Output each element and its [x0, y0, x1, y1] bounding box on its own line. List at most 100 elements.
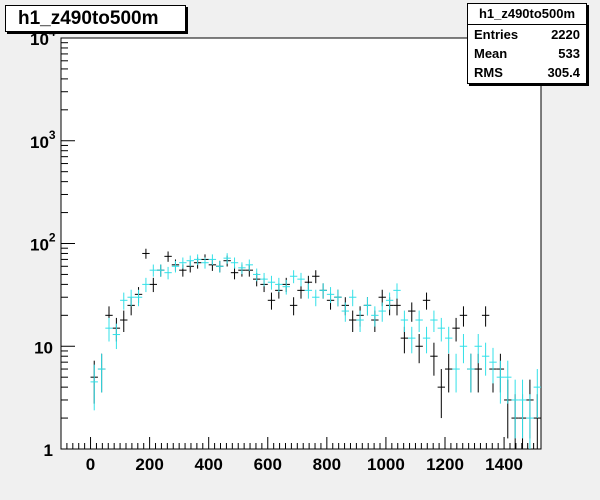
data-point: [171, 260, 180, 273]
data-point: [400, 310, 409, 333]
data-point: [430, 310, 438, 333]
data-point: [437, 317, 445, 342]
x-axis: 0 200 400 600 800 1000 1200 1400: [60, 437, 535, 474]
data-point: [437, 369, 445, 419]
data-point: [157, 264, 165, 277]
data-point: [533, 369, 541, 419]
data-point: [267, 275, 276, 290]
y-tick-label: 102: [30, 231, 56, 255]
data-point: [120, 310, 128, 333]
data-point: [408, 326, 416, 354]
data-point: [385, 292, 394, 310]
data-point: [230, 257, 239, 269]
stats-value: 2220: [551, 27, 580, 42]
data-point: [415, 310, 423, 333]
x-tick-label: 0: [86, 455, 95, 474]
data-point: [445, 353, 453, 393]
data-point: [334, 289, 342, 307]
data-point: [142, 277, 150, 293]
stats-title: h1_z490to500m: [468, 4, 586, 25]
plot-frame: [60, 37, 542, 450]
y-tick-label: 1: [44, 441, 53, 460]
data-point: [496, 360, 505, 404]
data-point: [230, 266, 239, 280]
data-point: [356, 310, 364, 333]
data-point: [474, 333, 482, 364]
data-point: [430, 342, 438, 376]
data-point: [422, 292, 431, 310]
data-point: [149, 277, 157, 293]
data-point: [134, 289, 143, 307]
data-point: [452, 317, 460, 342]
data-point: [97, 353, 106, 393]
statistics-box: h1_z490to500m Entries 2220 Mean 533 RMS …: [467, 3, 587, 84]
histogram-title-text: h1_z490to500m: [18, 7, 159, 29]
data-point: [90, 364, 98, 411]
data-point: [526, 394, 534, 449]
data-point: [112, 323, 121, 350]
data-point: [459, 333, 468, 364]
data-point: [105, 317, 113, 342]
data-point: [489, 347, 497, 384]
data-point: [223, 253, 231, 264]
data-point: [186, 255, 194, 267]
data-point: [481, 342, 490, 376]
data-point: [238, 262, 246, 275]
stats-label: Entries: [474, 27, 519, 42]
y-tick-label: 104: [30, 25, 56, 49]
stats-value: 305.4: [547, 65, 580, 80]
data-point: [459, 306, 468, 327]
data-point: [275, 277, 283, 293]
x-tick-label: 200: [135, 455, 163, 474]
data-point: [289, 270, 298, 284]
data-point: [422, 326, 431, 354]
x-tick-label: 800: [313, 455, 341, 474]
data-point: [415, 333, 423, 364]
data-point: [326, 287, 335, 304]
x-tick-label: 1200: [426, 455, 464, 474]
data-point: [445, 326, 453, 354]
data-point: [164, 251, 172, 262]
data-point: [201, 257, 209, 269]
data-point: [164, 266, 172, 280]
data-point: [289, 297, 298, 316]
data-point: [371, 306, 379, 327]
data-point: [349, 310, 357, 333]
data-point: [467, 353, 475, 393]
stats-row-entries: Entries 2220: [468, 25, 586, 44]
data-point: [216, 260, 224, 273]
data-point: [312, 289, 320, 307]
data-point: [304, 283, 313, 299]
data-point: [504, 360, 512, 404]
stats-value: 533: [558, 46, 580, 61]
data-point: [193, 254, 202, 266]
data-point: [120, 292, 128, 310]
data-point: [297, 272, 305, 287]
stats-row-rms: RMS 305.4: [468, 63, 586, 82]
y-tick-label: 10: [34, 338, 53, 357]
data-point: [149, 264, 157, 277]
histogram-title: h1_z490to500m: [5, 5, 186, 32]
data-point: [481, 306, 490, 327]
data-point: [208, 254, 217, 266]
x-tick-label: 600: [254, 455, 282, 474]
stats-label: Mean: [474, 46, 508, 61]
stats-row-mean: Mean 533: [468, 44, 586, 63]
data-point: [341, 302, 349, 322]
series-1: [90, 253, 541, 449]
data-point: [363, 297, 372, 316]
data-point: [179, 257, 187, 269]
data-point: [452, 353, 460, 393]
x-tick-label: 400: [195, 455, 223, 474]
data-point: [511, 379, 519, 439]
data-point: [127, 289, 135, 307]
y-tick-label: 103: [30, 128, 56, 152]
x-tick-label: 1000: [367, 455, 405, 474]
x-tick-label: 1400: [485, 455, 523, 474]
data-point: [393, 283, 401, 299]
data-point: [282, 279, 290, 295]
data-point: [393, 297, 401, 316]
data-series: [90, 248, 541, 449]
data-point: [349, 289, 357, 307]
